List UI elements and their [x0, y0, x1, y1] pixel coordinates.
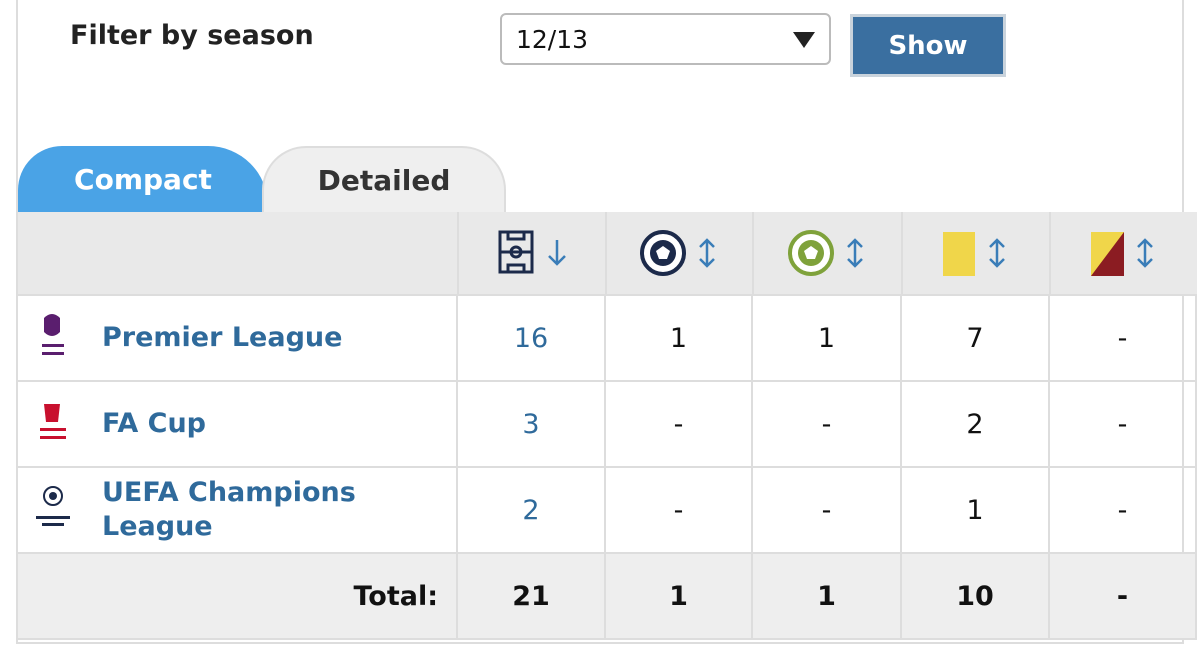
total-cell: 10	[902, 554, 1050, 640]
filter-label: Filter by season	[70, 20, 314, 51]
competition-logos	[36, 314, 70, 526]
stat-cell: 1	[606, 296, 753, 382]
header-icons	[457, 212, 1153, 296]
competition-name[interactable]: Premier League	[18, 296, 458, 382]
competition-name[interactable]: UEFA Champions League	[18, 468, 458, 554]
stat-cell: 1	[902, 468, 1050, 554]
total-cell: 1	[753, 554, 902, 640]
competition-name[interactable]: FA Cup	[18, 382, 458, 468]
stat-cell: -	[753, 468, 902, 554]
tab-detailed[interactable]: Detailed	[262, 146, 506, 213]
stat-cell: -	[1050, 382, 1197, 468]
tab-compact[interactable]: Compact	[18, 146, 268, 213]
stat-cell: -	[606, 382, 753, 468]
total-cell: 1	[606, 554, 753, 640]
stat-cell: -	[606, 468, 753, 554]
total-label: Total:	[18, 554, 458, 640]
stat-cell: 2	[902, 382, 1050, 468]
stat-cell: 7	[902, 296, 1050, 382]
appearances-link[interactable]: 16	[458, 296, 606, 382]
total-cell: -	[1050, 554, 1197, 640]
show-button[interactable]: Show	[850, 14, 1006, 77]
appearances-link[interactable]: 3	[458, 382, 606, 468]
panel	[16, 0, 1184, 644]
stat-cell: -	[1050, 468, 1197, 554]
appearances-link[interactable]: 2	[458, 468, 606, 554]
stat-cell: -	[753, 382, 902, 468]
stat-cell: -	[1050, 296, 1197, 382]
stat-cell: 1	[753, 296, 902, 382]
season-value: 12/13	[516, 25, 589, 54]
season-select[interactable]: 12/13	[500, 13, 831, 65]
header-row	[18, 212, 1197, 296]
dropdown-arrow	[793, 32, 815, 48]
total-cell: 21	[458, 554, 606, 640]
